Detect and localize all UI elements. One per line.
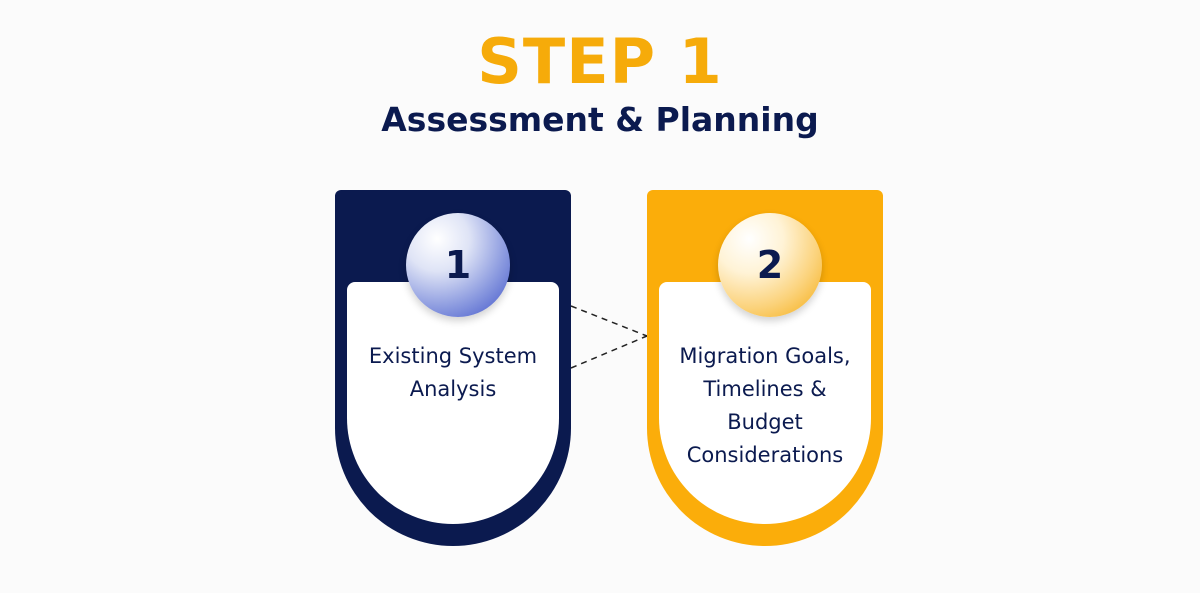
step-card-1: Existing System Analysis 1 [335, 190, 571, 546]
dashed-connector-lower [570, 335, 648, 369]
card-label-line: Considerations [686, 443, 844, 467]
card-label: Migration Goals, Timelines & Budget Cons… [667, 340, 863, 472]
card-label: Existing System Analysis [355, 340, 551, 406]
card-label-line: Analysis [409, 377, 497, 401]
card-label-line: Existing System [368, 344, 538, 368]
card-label-line: Timelines & [703, 377, 827, 401]
number-badge: 1 [406, 213, 510, 317]
card-content-panel: Migration Goals, Timelines & Budget Cons… [659, 282, 871, 524]
step-card-2: Migration Goals, Timelines & Budget Cons… [647, 190, 883, 546]
card-label-line: Migration Goals, [679, 344, 851, 368]
card-label-line: Budget [727, 410, 803, 434]
step-title: STEP 1 [477, 25, 723, 98]
step-subtitle: Assessment & Planning [381, 100, 819, 139]
dashed-connector-upper [570, 305, 648, 337]
card-content-panel: Existing System Analysis [347, 282, 559, 524]
number-badge: 2 [718, 213, 822, 317]
